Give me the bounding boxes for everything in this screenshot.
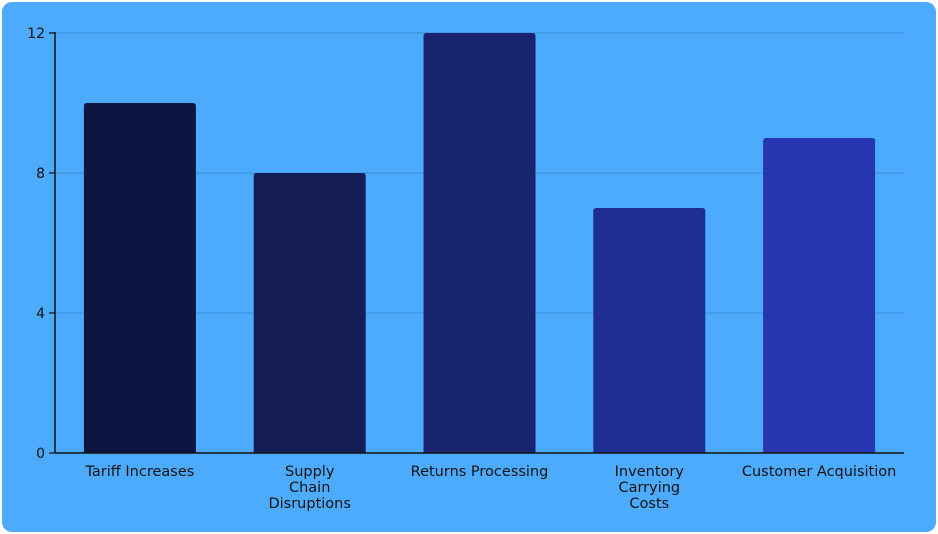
x-tick-label: Customer Acquisition xyxy=(742,464,896,480)
bar[interactable] xyxy=(593,208,706,453)
bars xyxy=(83,33,876,453)
x-tick-label-line: Tariff Increases xyxy=(84,464,194,480)
x-tick-label-line: Costs xyxy=(629,496,669,512)
bar[interactable] xyxy=(253,173,366,453)
axes xyxy=(49,32,904,454)
bar[interactable] xyxy=(83,103,196,453)
x-tick-label: Returns Processing xyxy=(411,464,549,480)
y-tick-label: 8 xyxy=(36,166,45,182)
bar[interactable] xyxy=(763,138,876,453)
bar[interactable] xyxy=(423,33,536,453)
x-tick-label-line: Inventory xyxy=(615,464,685,480)
x-tick-labels: Tariff Increases Supply Chain Disruptions Re… xyxy=(84,464,896,512)
x-tick-label-line: Supply xyxy=(285,464,335,480)
x-tick-label-line: Chain xyxy=(289,480,330,496)
y-tick-label: 4 xyxy=(36,306,45,322)
x-tick-label-line: Customer Acquisition xyxy=(742,464,896,480)
y-tick-label: 0 xyxy=(36,446,45,462)
y-tick-label: 12 xyxy=(27,26,45,42)
y-tick-labels: 0 4 8 12 xyxy=(27,26,45,462)
x-tick-label: Supply Chain Disruptions xyxy=(268,464,350,512)
x-tick-label-line: Returns Processing xyxy=(411,464,549,480)
x-tick-label: Inventory Carrying Costs xyxy=(615,464,685,512)
x-tick-label-line: Disruptions xyxy=(268,496,350,512)
x-tick-label-line: Carrying xyxy=(618,480,680,496)
x-tick-label: Tariff Increases xyxy=(84,464,194,480)
